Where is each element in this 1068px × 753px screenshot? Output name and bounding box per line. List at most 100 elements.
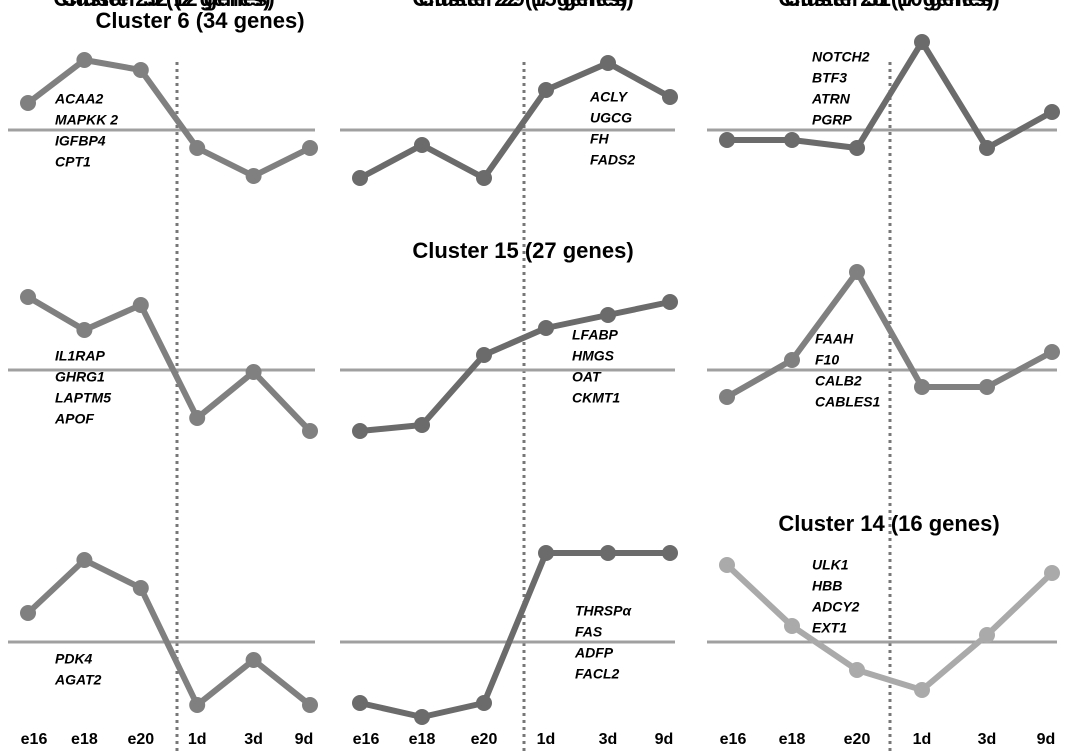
gene-label: ACAA2 (54, 91, 103, 107)
data-point (914, 379, 930, 395)
data-point (538, 320, 554, 336)
panel-title: Cluster 31 (7 genes) (784, 0, 993, 11)
panel-title: Cluster 22 (15 genes) (412, 0, 633, 11)
data-point (849, 140, 865, 156)
gene-label: PDK4 (55, 651, 93, 667)
gene-label: LAPTM5 (55, 390, 111, 406)
x-tick-label: e18 (71, 731, 98, 748)
panel-title: Cluster 28 (10 genes) (778, 0, 999, 11)
gene-label: CPT1 (55, 154, 91, 170)
data-point (302, 140, 318, 156)
profile-line (25, 557, 312, 708)
data-point (600, 55, 616, 71)
gene-label: THRSPα (575, 603, 632, 619)
data-point (414, 137, 430, 153)
gene-label: UGCG (590, 110, 632, 126)
data-point (20, 605, 36, 621)
data-point (784, 132, 800, 148)
data-point (719, 132, 735, 148)
data-point (1044, 344, 1060, 360)
gene-label: FH (590, 131, 610, 147)
gene-label: OAT (572, 369, 602, 385)
data-point (302, 697, 318, 713)
data-point (979, 379, 995, 395)
x-tick-label: e16 (720, 731, 747, 748)
profile-line (727, 39, 1054, 151)
data-point (132, 297, 149, 313)
gene-label: IL1RAP (55, 348, 105, 364)
panel-title: Cluster 29 (7 genes) (418, 0, 627, 11)
gene-label: ATRN (811, 91, 851, 107)
data-point (849, 662, 865, 678)
data-point (538, 82, 554, 98)
profile-line (359, 550, 670, 720)
panel-title: Cluster 15 (27 genes) (412, 238, 633, 263)
panel-title: Cluster 32 (2 genes) (61, 0, 270, 11)
gene-label: GHRG1 (55, 369, 105, 385)
data-point (414, 417, 430, 433)
gene-label: ACLY (589, 89, 629, 105)
data-point (662, 89, 678, 105)
data-point (914, 34, 930, 50)
x-tick-label: 3d (599, 731, 618, 748)
x-tick-label: 9d (295, 731, 314, 748)
x-tick-label: 9d (1037, 731, 1056, 748)
gene-label: CKMT1 (572, 390, 620, 406)
x-tick-label: 9d (655, 731, 674, 748)
panel-title: Cluster 14 (16 genes) (778, 511, 999, 536)
data-point (76, 552, 93, 568)
x-tick-label: 3d (244, 731, 263, 748)
data-point (600, 545, 616, 561)
gene-label: NOTCH2 (812, 49, 870, 65)
data-point (132, 62, 149, 78)
data-point (20, 289, 36, 305)
gene-label: ADCY2 (811, 599, 860, 615)
gene-label: ADFP (574, 645, 614, 661)
data-point (600, 307, 616, 323)
data-point (352, 423, 368, 439)
gene-label: BTF3 (812, 70, 847, 86)
x-tick-label: e18 (409, 731, 436, 748)
x-tick-label: 1d (537, 731, 556, 748)
gene-label: HMGS (572, 348, 615, 364)
data-point (476, 695, 492, 711)
data-point (719, 389, 735, 405)
data-point (1044, 104, 1060, 120)
profile-line (724, 562, 1055, 693)
data-point (352, 170, 368, 186)
x-tick-label: e20 (471, 731, 498, 748)
x-tick-label: e18 (779, 731, 806, 748)
panel-title: Cluster 6 (34 genes) (95, 8, 304, 33)
profile-line (725, 269, 1054, 400)
gene-label: PGRP (812, 112, 852, 128)
gene-label: CABLES1 (815, 394, 881, 410)
profile-line (359, 299, 671, 434)
x-tick-label: 3d (978, 731, 997, 748)
profile-line (26, 57, 312, 179)
data-point (189, 697, 206, 713)
data-point (1044, 565, 1060, 581)
x-tick-label: 1d (913, 731, 932, 748)
gene-label: FAS (575, 624, 603, 640)
gene-label: FACL2 (575, 666, 620, 682)
gene-label: ULK1 (812, 557, 849, 573)
data-point (245, 168, 262, 184)
data-point (352, 695, 368, 711)
data-point (849, 264, 865, 280)
gene-label: HBB (812, 578, 842, 594)
data-point (979, 627, 995, 643)
data-point (245, 652, 262, 668)
profile-line (26, 294, 313, 434)
x-tick-label: e20 (844, 731, 871, 748)
gene-label: AGAT2 (54, 672, 102, 688)
data-point (784, 352, 800, 368)
gene-label: FADS2 (590, 152, 635, 168)
data-point (245, 364, 262, 380)
x-tick-label: e16 (353, 731, 380, 748)
data-point (414, 709, 430, 725)
data-point (662, 545, 678, 561)
data-point (538, 545, 554, 561)
x-tick-label: e16 (21, 731, 48, 748)
gene-label: APOF (54, 411, 94, 427)
